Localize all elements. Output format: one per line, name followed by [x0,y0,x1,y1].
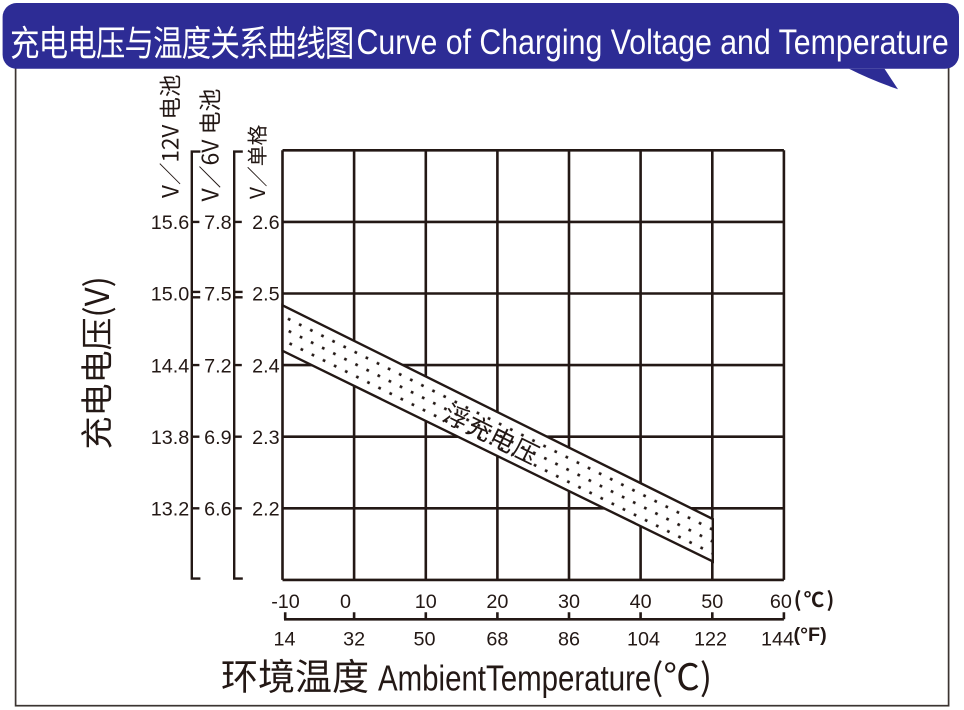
svg-text:20: 20 [486,591,508,613]
svg-text:(°F): (°F) [794,624,827,646]
svg-text:7.2: 7.2 [204,355,232,377]
svg-text:AmbientTemperature: AmbientTemperature [378,658,651,699]
svg-text:40: 40 [630,591,652,613]
svg-text:15.0: 15.0 [151,284,190,306]
svg-text:122: 122 [694,629,727,651]
svg-text:2.4: 2.4 [252,355,280,377]
svg-text:2.2: 2.2 [252,499,280,521]
svg-text:-10: -10 [271,591,300,613]
svg-text:15.6: 15.6 [151,212,190,234]
svg-text:60: 60 [770,591,792,613]
svg-text:Curve of Charging Voltage and: Curve of Charging Voltage and Temperatur… [357,22,949,62]
svg-text:0: 0 [340,591,351,613]
svg-text:30: 30 [558,591,580,613]
svg-text:13.8: 13.8 [151,427,190,449]
svg-text:50: 50 [413,629,435,651]
svg-text:2.3: 2.3 [252,427,280,449]
svg-text:10: 10 [415,591,437,613]
svg-text:7.5: 7.5 [204,284,232,306]
svg-text:14.4: 14.4 [151,355,190,377]
svg-text:6.9: 6.9 [204,427,232,449]
svg-text:68: 68 [486,629,508,651]
svg-text:6.6: 6.6 [204,499,232,521]
svg-text:32: 32 [343,629,365,651]
svg-text:104: 104 [627,629,660,651]
svg-text:144: 144 [761,629,794,651]
svg-text:7.8: 7.8 [204,212,232,234]
svg-text:14: 14 [273,629,295,651]
svg-text:86: 86 [558,629,580,651]
svg-text:2.6: 2.6 [252,212,280,234]
svg-text:13.2: 13.2 [151,499,190,521]
svg-text:2.5: 2.5 [252,284,280,306]
svg-text:50: 50 [701,591,723,613]
